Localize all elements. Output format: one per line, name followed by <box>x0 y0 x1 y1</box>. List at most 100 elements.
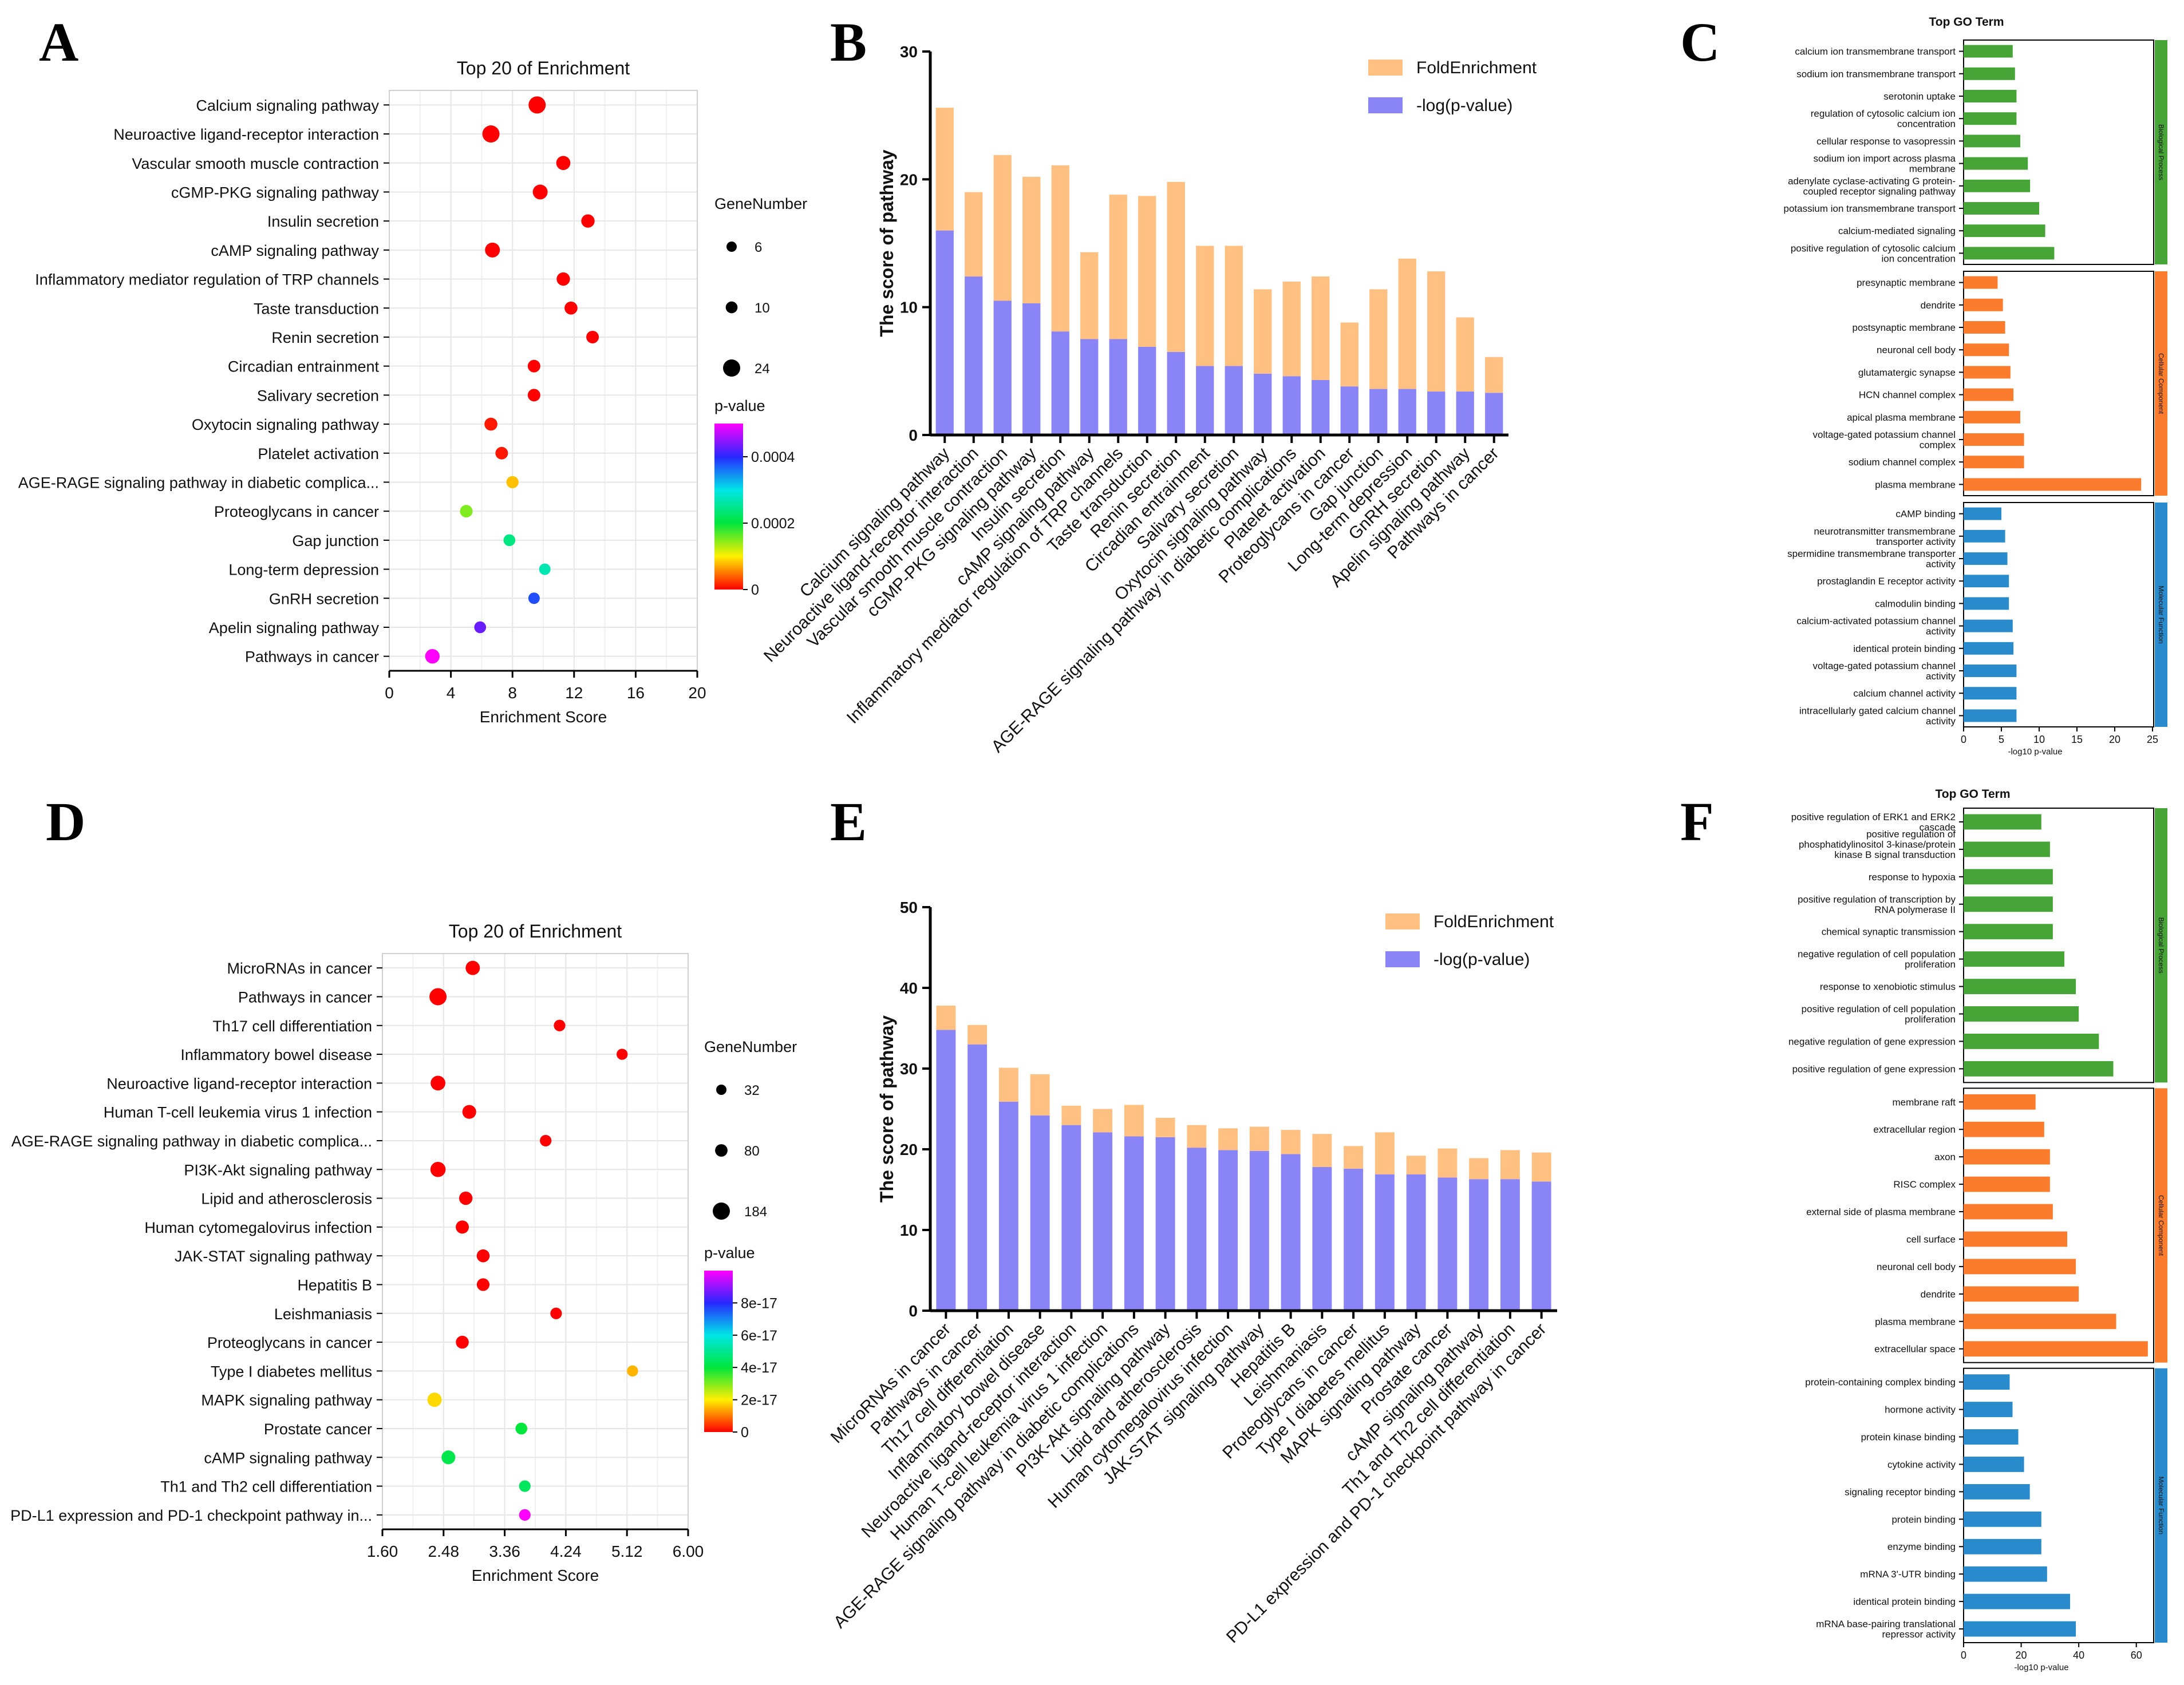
size-legend-dot <box>726 242 737 252</box>
go-term-label: complex <box>1920 440 1956 450</box>
go-bar <box>1964 478 2142 491</box>
scatter-point <box>527 389 540 402</box>
go-bar <box>1964 388 2014 401</box>
go-term-label: calcium-activated potassium channel <box>1796 616 1956 627</box>
go-bar <box>1964 67 2015 80</box>
bar-fold-enrichment <box>998 1067 1018 1102</box>
scatter-point <box>539 563 551 575</box>
go-bar <box>1964 951 2064 967</box>
go-group-frame <box>1963 1087 2154 1363</box>
bar-logp <box>1254 373 1272 435</box>
y-tick-label: 30 <box>900 1060 918 1078</box>
dot-plot-a: Top 20 of Enrichment 0 4 8 12 16 20 Enrichment … <box>18 58 807 726</box>
go-bar <box>1964 321 2005 334</box>
bar-logp <box>1282 376 1301 435</box>
y-term-label: MAPK signaling pathway <box>201 1392 372 1409</box>
go-bar <box>1964 1538 2041 1555</box>
go-bar <box>1964 552 2008 565</box>
go-bar <box>1964 1457 2024 1472</box>
legend-swatch-logp <box>1385 951 1420 967</box>
go-group-label: Molecular Function <box>2157 586 2165 643</box>
bar-logp <box>1281 1154 1301 1311</box>
color-legend-title: p-value <box>714 397 765 414</box>
go-term-label: potassium ion transmembrane transport <box>1784 203 1956 214</box>
bar-logp <box>1051 331 1069 435</box>
y-term-label: Pathways in cancer <box>245 648 379 666</box>
scatter-point <box>429 988 447 1006</box>
panel-label-a: A <box>39 11 79 73</box>
bar-fold-enrichment <box>1427 271 1446 392</box>
y-term-label: cGMP-PKG signaling pathway <box>171 184 380 201</box>
y-term-label: PD-L1 expression and PD-1 checkpoint pat… <box>10 1507 372 1524</box>
bar-fold-enrichment <box>1469 1158 1489 1180</box>
go-bar <box>1964 1511 2041 1527</box>
go-term-label: kinase B signal transduction <box>1834 849 1956 860</box>
bar-fold-enrichment <box>1312 276 1330 380</box>
x-tick-label: 12 <box>565 684 583 702</box>
go-term-label: neuronal cell body <box>1877 1261 1956 1272</box>
go-term-label: regulation of cytosolic calcium ion <box>1811 108 1956 119</box>
go-term-label: membrane <box>1909 164 1956 175</box>
scatter-point <box>425 648 440 664</box>
go-bar <box>1964 597 2009 610</box>
go-bar <box>1964 1484 2030 1500</box>
scatter-point <box>427 1393 442 1407</box>
go-bar <box>1964 433 2024 446</box>
go-term-label: response to xenobiotic stimulus <box>1820 982 1956 992</box>
go-term-label: enzyme binding <box>1887 1541 1956 1552</box>
legend-swatch-logp <box>1368 97 1403 113</box>
x-tick-label: 16 <box>627 684 645 702</box>
go-bar <box>1964 1402 2013 1417</box>
bar-fold-enrichment <box>1340 322 1358 387</box>
x-tick-label: 15 <box>2071 734 2083 745</box>
scatter-point <box>527 359 540 373</box>
scatter-point <box>519 1480 531 1492</box>
go-bar <box>1964 507 2001 520</box>
go-term-label: mRNA base-pairing translational <box>1816 1619 1956 1629</box>
scatter-point <box>462 1105 476 1119</box>
go-bar <box>1964 1429 2019 1445</box>
go-group-frame <box>1963 271 2154 496</box>
legend-label-logp: -log(p-value) <box>1433 950 1530 969</box>
go-term-label: cellular response to vasopressin <box>1816 136 1956 147</box>
scatter-point <box>441 1450 456 1465</box>
go-bar <box>1964 924 2053 940</box>
y-axis-label: The score of pathway <box>876 1015 897 1203</box>
go-term-label: intracellularly gated calcium channel <box>1799 705 1956 716</box>
go-bar <box>1964 135 2020 148</box>
bar-fold-enrichment <box>1138 196 1156 347</box>
y-term-label: Neuroactive ligand-receptor interaction <box>106 1075 372 1092</box>
bar-fold-enrichment <box>936 1006 956 1030</box>
x-tick-label: 0 <box>1961 734 1966 745</box>
bar-logp <box>998 1101 1018 1311</box>
x-tick-label: 20 <box>2016 1650 2027 1661</box>
panel-label-d: D <box>46 791 86 852</box>
bar-logp <box>935 230 954 435</box>
go-term-label: prostaglandin E receptor activity <box>1817 576 1956 587</box>
go-term-label: mRNA 3'-UTR binding <box>1860 1569 1956 1580</box>
bar-logp <box>1427 391 1446 435</box>
go-term-label: dendrite <box>1921 300 1956 311</box>
go-bar <box>1964 1374 2010 1390</box>
bar-fold-enrichment <box>1375 1132 1395 1174</box>
go-term-label: presynaptic membrane <box>1857 278 1956 288</box>
scatter-point <box>627 1365 638 1377</box>
go-term-label: adenylate cyclase-activating G protein- <box>1788 176 1956 187</box>
go-group-strip <box>2155 808 2167 1083</box>
scatter-point <box>431 1075 445 1091</box>
go-bar <box>1964 1006 2079 1022</box>
go-bar <box>1964 709 2017 722</box>
scatter-point <box>528 592 540 604</box>
go-bar <box>1964 276 1998 289</box>
go-term-label: repressor activity <box>1882 1629 1956 1640</box>
go-bar <box>1964 1566 2047 1582</box>
go-bar <box>1964 1094 2036 1110</box>
bar-logp <box>1155 1137 1175 1311</box>
go-term-label: sodium ion import across plasma <box>1814 153 1956 164</box>
bar-fold-enrichment <box>1030 1074 1050 1116</box>
go-term-label: phosphatidylinositol 3-kinase/protein <box>1799 839 1956 850</box>
legend-label-fold-enrichment: FoldEnrichment <box>1433 912 1554 931</box>
go-term-label: proliferation <box>1905 959 1956 970</box>
go-bar <box>1964 1259 2076 1275</box>
bar-logp <box>1485 393 1503 435</box>
